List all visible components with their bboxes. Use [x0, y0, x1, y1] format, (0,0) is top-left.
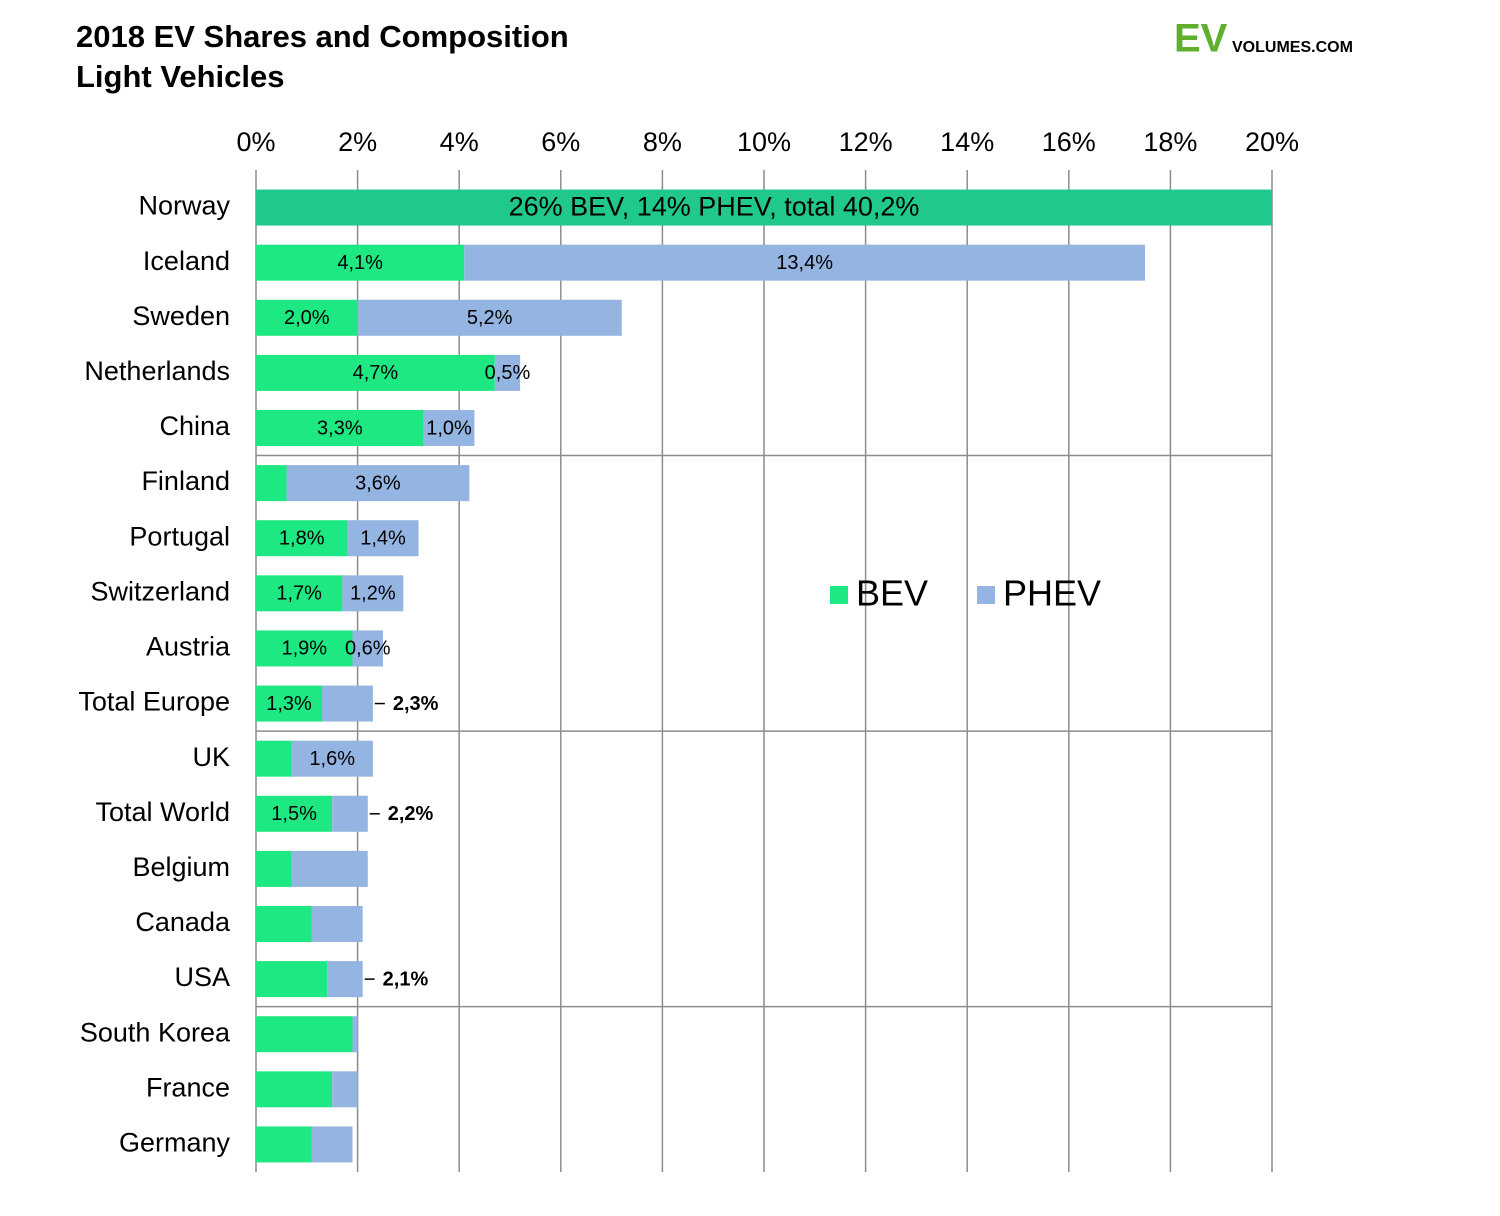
logo-main: EV — [1174, 17, 1228, 61]
data-label: 1,7% — [276, 583, 322, 605]
x-tick-label: 6% — [541, 127, 580, 157]
y-tick-label: Austria — [146, 632, 231, 662]
bar-segment — [256, 1071, 333, 1108]
bar-segment — [256, 354, 495, 391]
y-tick-label: Belgium — [132, 852, 230, 882]
bar-segment — [256, 575, 343, 612]
bars — [256, 189, 1272, 1163]
bar-segment — [256, 740, 292, 777]
x-tick-label: 4% — [440, 127, 479, 157]
data-label: 3,6% — [355, 472, 401, 494]
bar-segment — [256, 520, 348, 557]
chart-title: 2018 EV Shares and Composition — [76, 19, 569, 54]
y-tick-label: Canada — [135, 907, 231, 937]
bar-segment — [464, 244, 1145, 281]
y-tick-label: Iceland — [143, 246, 230, 276]
data-label: 1,9% — [281, 638, 327, 660]
total-label: 2,1% — [383, 968, 429, 990]
data-label: 0,5% — [485, 362, 531, 384]
bar-segment — [256, 906, 312, 942]
legend-label: BEV — [856, 573, 928, 614]
y-tick-label: South Korea — [80, 1017, 231, 1047]
bar-segment — [256, 189, 1272, 226]
bar-segment — [256, 685, 323, 722]
bar-segment — [256, 795, 333, 832]
bar-segment — [256, 465, 287, 502]
data-label: 1,3% — [266, 693, 312, 715]
x-tick-label: 8% — [643, 127, 682, 157]
data-label: 1,5% — [271, 803, 317, 825]
data-label: 4,1% — [337, 252, 383, 274]
bar-segment — [311, 1126, 353, 1163]
bar-segment — [347, 520, 419, 557]
data-label: 1,0% — [426, 417, 472, 439]
total-label: 2,3% — [393, 693, 439, 715]
bar-segment — [494, 354, 521, 391]
annotation: 26% BEV, 14% PHEV, total 40,2% — [509, 192, 920, 222]
bar-segment — [291, 850, 368, 887]
y-tick-label: China — [159, 411, 231, 441]
bar-segment — [332, 795, 368, 832]
data-label: 0,6% — [345, 638, 391, 660]
y-tick-label: Total Europe — [78, 687, 230, 717]
y-tick-label: Norway — [138, 191, 230, 221]
data-label: 5,2% — [467, 307, 513, 329]
legend-swatch — [830, 586, 848, 604]
bar-segment — [256, 850, 292, 887]
bar-segment — [352, 630, 383, 667]
x-tick-label: 14% — [940, 127, 994, 157]
legend-label: PHEV — [1003, 573, 1101, 614]
bar-segment — [311, 906, 363, 942]
bar-segment — [327, 961, 363, 998]
x-tick-label: 20% — [1245, 127, 1299, 157]
bar-segment — [256, 1126, 312, 1163]
y-tick-label: Sweden — [132, 301, 230, 331]
data-label: 4,7% — [353, 362, 399, 384]
x-tick-label: 18% — [1143, 127, 1197, 157]
bar-segment — [423, 410, 475, 446]
y-tick-label: Switzerland — [90, 576, 230, 606]
bar-segment — [357, 299, 622, 336]
total-label: 2,2% — [388, 803, 434, 825]
x-tick-label: 10% — [737, 127, 791, 157]
x-tick-label: 2% — [338, 127, 377, 157]
y-tick-label: Netherlands — [84, 356, 230, 386]
bar-segment — [322, 685, 373, 722]
data-label: 1,2% — [350, 583, 396, 605]
data-label: 13,4% — [776, 252, 833, 274]
data-label: 1,8% — [279, 528, 325, 550]
x-tick-label: 0% — [236, 127, 275, 157]
y-tick-label: Germany — [119, 1128, 231, 1158]
data-label: 2,0% — [284, 307, 330, 329]
data-label: 1,4% — [360, 528, 406, 550]
x-tick-label: 12% — [839, 127, 893, 157]
bar-segment — [256, 299, 358, 336]
x-tick-label: 16% — [1042, 127, 1096, 157]
bar-segment — [342, 575, 404, 612]
y-tick-label: UK — [192, 742, 230, 772]
bar-segment — [256, 410, 424, 446]
bar-segment — [352, 1016, 358, 1053]
chart-subtitle: Light Vehicles — [76, 59, 284, 94]
legend-swatch — [977, 586, 995, 604]
bar-segment — [256, 1016, 353, 1053]
bar-segment — [332, 1071, 358, 1108]
y-tick-label: Finland — [141, 466, 230, 496]
bar-segment — [256, 961, 328, 998]
data-label: 1,6% — [309, 748, 355, 770]
data-label: 3,3% — [317, 417, 363, 439]
y-tick-label: Total World — [95, 797, 230, 827]
y-tick-label: France — [146, 1072, 230, 1102]
y-tick-label: Portugal — [129, 521, 230, 551]
bar-segment — [256, 630, 353, 667]
bar-segment — [256, 244, 465, 281]
y-tick-label: USA — [174, 962, 230, 992]
bar-segment — [286, 465, 470, 502]
bar-segment — [291, 740, 373, 777]
logo-suffix: VOLUMES.COM — [1232, 39, 1353, 56]
